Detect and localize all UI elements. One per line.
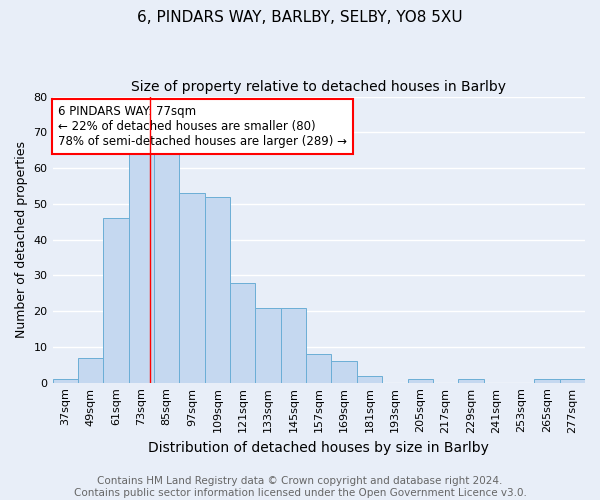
Bar [534, 379, 560, 382]
Bar [306, 354, 331, 382]
Title: Size of property relative to detached houses in Barlby: Size of property relative to detached ho… [131, 80, 506, 94]
Bar [78, 358, 103, 382]
Bar [179, 193, 205, 382]
Bar [281, 308, 306, 382]
Bar [560, 379, 585, 382]
Bar [331, 361, 357, 382]
Text: Contains HM Land Registry data © Crown copyright and database right 2024.
Contai: Contains HM Land Registry data © Crown c… [74, 476, 526, 498]
Text: 6 PINDARS WAY: 77sqm
← 22% of detached houses are smaller (80)
78% of semi-detac: 6 PINDARS WAY: 77sqm ← 22% of detached h… [58, 105, 347, 148]
Y-axis label: Number of detached properties: Number of detached properties [15, 141, 28, 338]
Bar [357, 376, 382, 382]
X-axis label: Distribution of detached houses by size in Barlby: Distribution of detached houses by size … [148, 441, 489, 455]
Bar [256, 308, 281, 382]
Bar [154, 140, 179, 382]
Bar [458, 379, 484, 382]
Bar [230, 282, 256, 382]
Text: 6, PINDARS WAY, BARLBY, SELBY, YO8 5XU: 6, PINDARS WAY, BARLBY, SELBY, YO8 5XU [137, 10, 463, 25]
Bar [53, 379, 78, 382]
Bar [128, 140, 154, 382]
Bar [205, 196, 230, 382]
Bar [103, 218, 128, 382]
Bar [407, 379, 433, 382]
